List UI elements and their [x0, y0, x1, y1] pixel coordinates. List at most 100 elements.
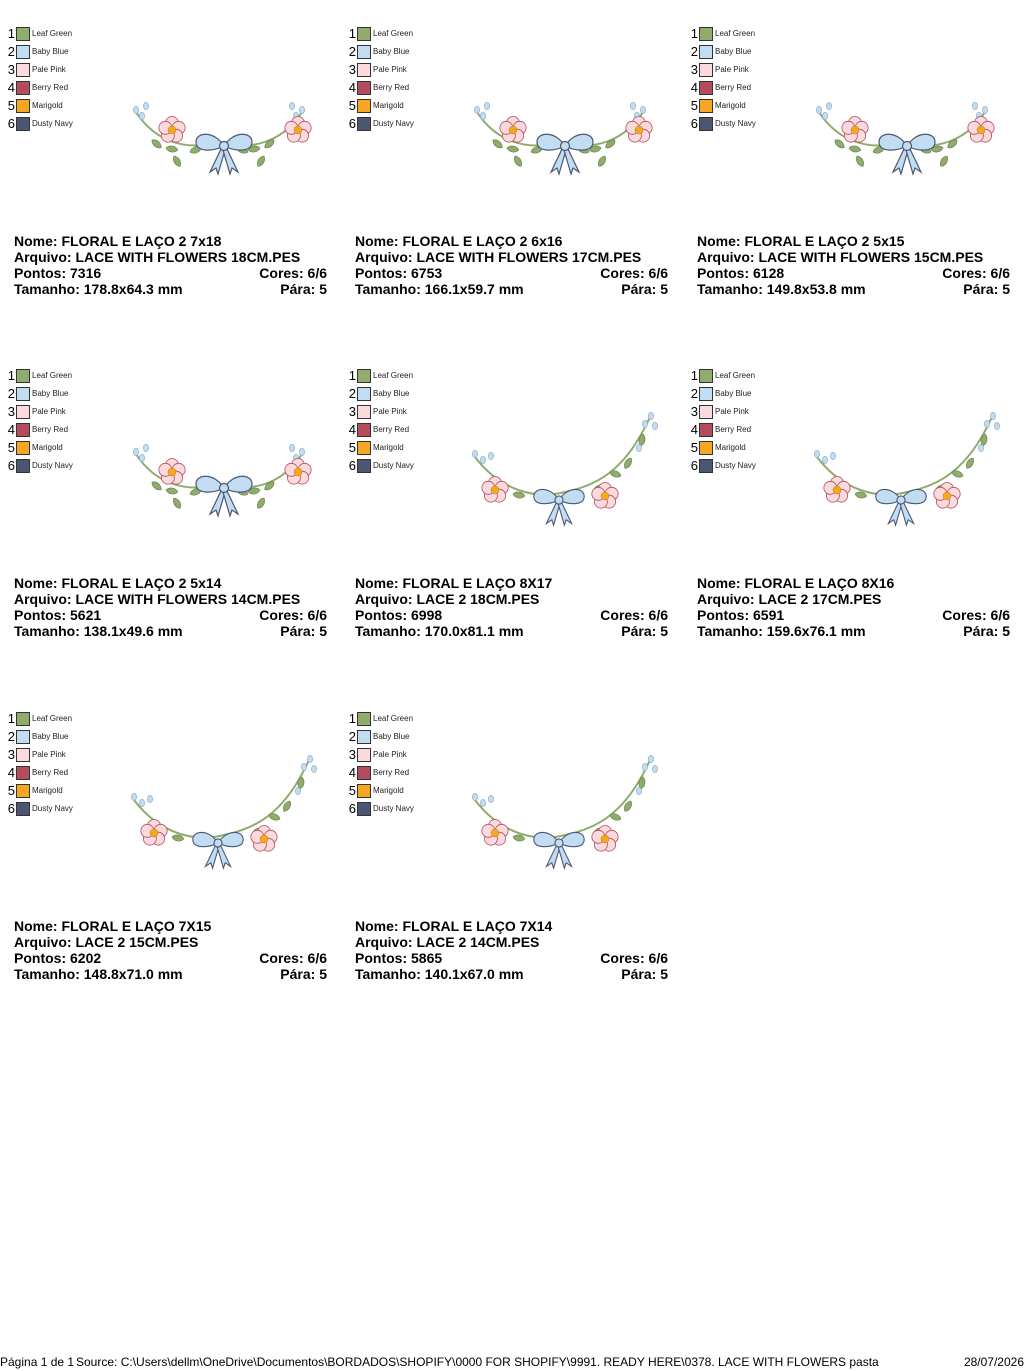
para-label: Pára:	[280, 623, 316, 639]
palette-color-name: Leaf Green	[715, 29, 756, 38]
stop-count: 5	[1002, 281, 1010, 297]
leaf-icon	[609, 813, 622, 821]
palette-swatch	[16, 423, 30, 437]
palette-number: 2	[690, 386, 698, 401]
print-date: 28/07/2026	[963, 1355, 1024, 1369]
bud-icon	[472, 450, 478, 458]
cores-label: Cores:	[259, 265, 304, 281]
arquivo-label: Arquivo:	[355, 934, 413, 950]
file-name: LACE WITH FLOWERS 17CM.PES	[416, 249, 642, 265]
stitch-count: 6591	[753, 607, 785, 623]
leaf-icon	[165, 145, 179, 153]
palette-color-name: Pale Pink	[715, 407, 749, 416]
bud-icon	[984, 420, 990, 428]
palette-swatch	[357, 117, 371, 131]
palette-color-name: Berry Red	[32, 768, 69, 777]
embroidery-preview	[814, 412, 1000, 528]
palette-number: 5	[7, 440, 15, 455]
leaf-icon	[506, 145, 520, 153]
design-card: 1 Leaf Green 2 Baby Blue 3 Pale Pink 4 Berry Re…	[8, 342, 334, 672]
tamanho-label: Tamanho:	[697, 281, 763, 297]
palette-swatch	[357, 99, 371, 113]
palette-color-name: Dusty Navy	[373, 461, 414, 470]
palette-number: 3	[7, 404, 15, 419]
bud-icon	[822, 112, 828, 120]
palette-number: 5	[348, 440, 356, 455]
bud-icon	[990, 412, 996, 420]
arquivo-label: Arquivo:	[14, 249, 72, 265]
pontos-label: Pontos:	[355, 607, 408, 623]
leaf-icon	[257, 497, 265, 509]
palette-number: 4	[348, 765, 356, 780]
palette-color-name: Berry Red	[715, 425, 752, 434]
color-count: 6/6	[307, 607, 327, 623]
bow	[878, 133, 936, 177]
stitch-count: 6753	[411, 265, 443, 281]
pontos-label: Pontos:	[14, 950, 67, 966]
palette-swatch	[16, 81, 30, 95]
cores-label: Cores:	[259, 950, 304, 966]
palette-swatch	[16, 369, 30, 383]
design-name: FLORAL E LAÇO 2 5x15	[744, 233, 905, 249]
design-info: Nome: FLORAL E LAÇO 8X16 Arquivo: LACE 2 …	[697, 575, 1010, 639]
design-name: FLORAL E LAÇO 2 7x18	[61, 233, 222, 249]
palette-swatch	[699, 423, 713, 437]
leaf-icon	[173, 497, 181, 509]
flower-right-icon	[933, 482, 961, 509]
bud-icon	[994, 422, 1000, 430]
palette-number: 5	[690, 98, 698, 113]
palette-color-name: Marigold	[373, 101, 404, 110]
palette-swatch	[16, 63, 30, 77]
palette-number: 6	[7, 458, 15, 473]
design-info: Nome: FLORAL E LAÇO 2 7x18 Arquivo: LACE …	[14, 233, 327, 297]
palette-number: 6	[348, 801, 356, 816]
cores-label: Cores:	[600, 607, 645, 623]
para-label: Pára:	[963, 623, 999, 639]
arquivo-label: Arquivo:	[14, 934, 72, 950]
design-card: 1 Leaf Green 2 Baby Blue 3 Pale Pink 4 Berry Re…	[349, 0, 675, 330]
bud-icon	[307, 755, 313, 763]
palette-color-name: Marigold	[373, 786, 404, 795]
palette-number: 5	[7, 98, 15, 113]
palette-number: 5	[348, 98, 356, 113]
bud-icon	[299, 448, 305, 456]
bud-icon	[472, 793, 478, 801]
palette-swatch	[16, 45, 30, 59]
color-count: 6/6	[648, 607, 668, 623]
palette-number: 4	[7, 422, 15, 437]
flower-right-icon	[625, 116, 653, 143]
palette-color-name: Marigold	[715, 443, 746, 452]
bud-icon	[652, 765, 658, 773]
palette-color-name: Dusty Navy	[373, 119, 414, 128]
palette-number: 2	[348, 729, 356, 744]
para-label: Pára:	[963, 281, 999, 297]
design-size: 149.8x53.8 mm	[766, 281, 866, 297]
bud-icon	[133, 448, 139, 456]
pontos-label: Pontos:	[14, 265, 67, 281]
palette-color-name: Marigold	[715, 101, 746, 110]
palette-color-name: Leaf Green	[373, 714, 414, 723]
bud-icon	[830, 452, 836, 460]
palette-swatch	[16, 405, 30, 419]
bud-icon	[648, 755, 654, 763]
file-name: LACE WITH FLOWERS 18CM.PES	[75, 249, 301, 265]
palette-color-name: Dusty Navy	[32, 119, 73, 128]
pontos-label: Pontos:	[14, 607, 67, 623]
palette-color-name: Berry Red	[373, 425, 410, 434]
bud-icon	[636, 787, 642, 795]
leaf-icon	[512, 834, 526, 842]
bud-icon	[822, 456, 828, 464]
palette-number: 5	[690, 440, 698, 455]
stitch-count: 5621	[70, 607, 102, 623]
design-card: 1 Leaf Green 2 Baby Blue 3 Pale Pink 4 Berry Re…	[8, 0, 334, 330]
palette-number: 2	[7, 729, 15, 744]
palette-swatch	[699, 117, 713, 131]
palette-swatch	[699, 441, 713, 455]
leaf-icon	[609, 470, 622, 478]
flower-left-icon	[841, 116, 869, 143]
bud-icon	[133, 106, 139, 114]
palette-color-name: Baby Blue	[715, 47, 752, 56]
flower-right-icon	[967, 116, 995, 143]
page-number: Página 1 de 1	[0, 1355, 75, 1369]
bow	[533, 488, 585, 528]
